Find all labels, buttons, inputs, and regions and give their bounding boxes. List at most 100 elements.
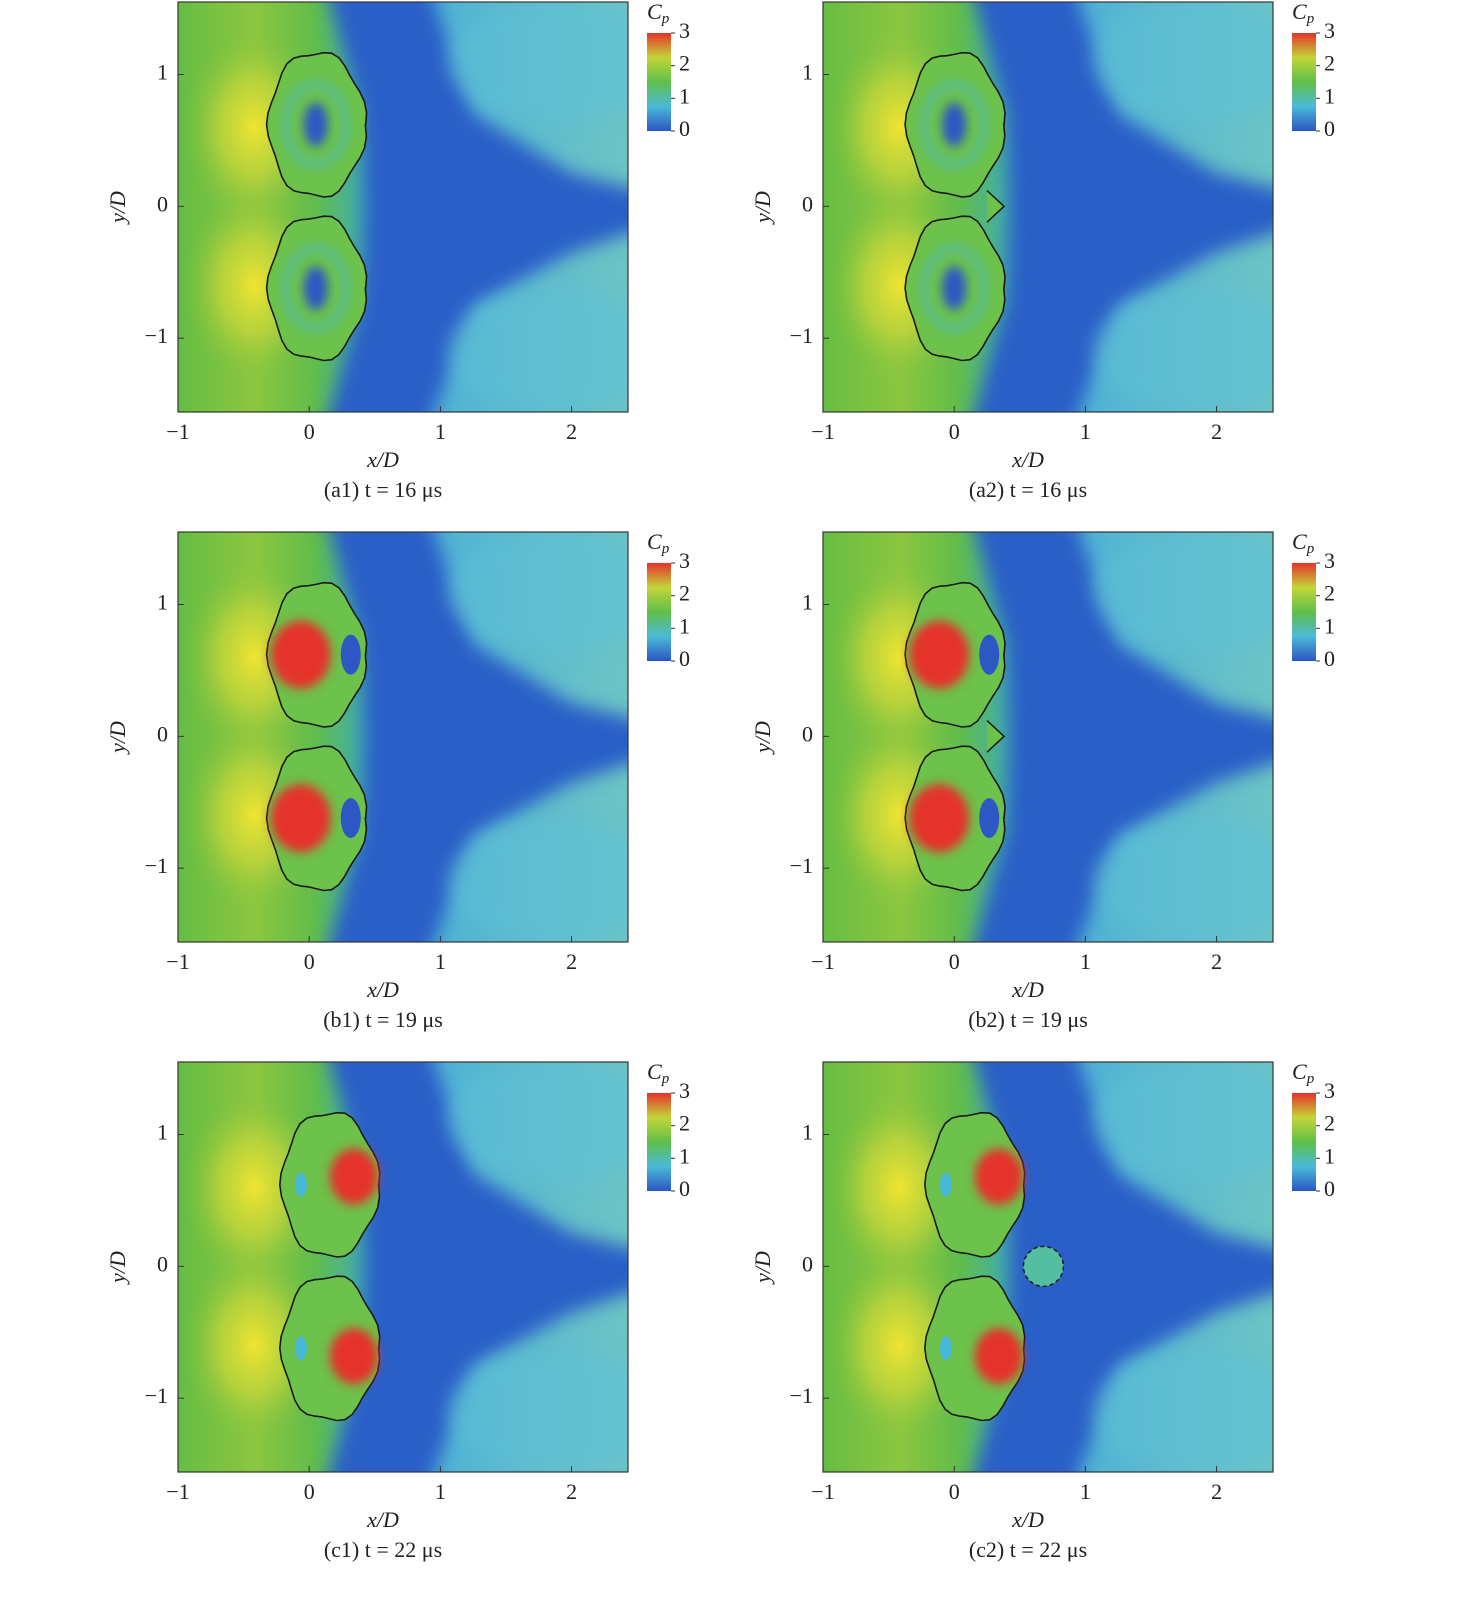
colorbar-tick-label: 1 xyxy=(1324,613,1335,638)
colorbar-label-subscript: p xyxy=(1306,11,1315,27)
colorbar xyxy=(647,1093,671,1191)
low-pressure-core xyxy=(303,102,328,147)
field xyxy=(178,1062,628,1472)
colorbar-tick-label: 2 xyxy=(1324,581,1335,606)
y-tick-label: 0 xyxy=(157,191,168,216)
colorbar-tick-label: 2 xyxy=(679,51,690,76)
high-pressure-core xyxy=(270,620,331,689)
x-tick-label: 2 xyxy=(566,1479,577,1504)
wake-light xyxy=(448,821,628,942)
colorbar-tick-label: 0 xyxy=(679,646,690,671)
x-tick-label: 2 xyxy=(1211,949,1222,974)
high-pressure-core xyxy=(974,1148,1023,1205)
y-tick-label: 1 xyxy=(802,590,813,615)
caption: (a1) t = 16 μs xyxy=(324,477,442,502)
low-pressure-core xyxy=(294,1336,307,1361)
field xyxy=(823,532,1273,942)
colorbar-tick-label: 1 xyxy=(679,613,690,638)
low-pressure-core xyxy=(942,266,967,311)
colorbar-tick-label: 1 xyxy=(679,83,690,108)
colorbar-label-subscript: p xyxy=(1306,1071,1315,1087)
colorbar-tick-label: 0 xyxy=(1324,646,1335,671)
colorbar-tick-label: 0 xyxy=(679,1176,690,1201)
high-pressure-core xyxy=(909,784,970,853)
colorbar-tick-label: 3 xyxy=(679,1078,690,1103)
y-axis-label: y/D xyxy=(105,191,130,225)
x-tick-label: −1 xyxy=(811,949,834,974)
x-tick-label: 1 xyxy=(435,949,446,974)
field xyxy=(178,2,628,412)
y-tick-label: −1 xyxy=(145,853,168,878)
high-pressure-core xyxy=(974,1328,1023,1385)
plot-frame xyxy=(177,1,629,413)
colorbar-label: Cp xyxy=(647,529,670,557)
high-pressure-core xyxy=(909,620,970,689)
wake-region xyxy=(975,1062,1273,1472)
x-tick-label: 0 xyxy=(949,419,960,444)
x-tick-label: −1 xyxy=(166,419,189,444)
low-pressure-core xyxy=(939,1172,952,1197)
y-tick-label: −1 xyxy=(790,323,813,348)
low-pressure-core xyxy=(939,1336,952,1361)
plot-frame xyxy=(177,531,629,943)
x-tick-label: 1 xyxy=(1080,949,1091,974)
ring xyxy=(281,80,350,169)
wake-light xyxy=(1093,821,1273,942)
y-tick-label: 1 xyxy=(802,1120,813,1145)
colorbar-label-symbol: C xyxy=(647,529,662,554)
colorbar-tick-label: 2 xyxy=(1324,1111,1335,1136)
y-axis-label: y/D xyxy=(105,721,130,755)
colorbar-tick-label: 1 xyxy=(1324,83,1335,108)
colorbar-label-symbol: C xyxy=(1292,0,1307,24)
x-tick-label: 0 xyxy=(949,1479,960,1504)
low-pressure-core xyxy=(340,798,361,839)
colorbar-label-symbol: C xyxy=(1292,529,1307,554)
colorbar-tick-label: 0 xyxy=(1324,116,1335,141)
colorbar-label-symbol: C xyxy=(647,1059,662,1084)
colorbar-tick-label: 1 xyxy=(679,1143,690,1168)
x-tick-label: 0 xyxy=(949,949,960,974)
wake-light xyxy=(448,532,628,652)
wake-light xyxy=(448,291,628,412)
x-tick-label: 1 xyxy=(1080,419,1091,444)
y-tick-label: 0 xyxy=(157,721,168,746)
y-axis-label: y/D xyxy=(750,721,775,755)
y-tick-label: 1 xyxy=(157,590,168,615)
wake-light xyxy=(1093,1351,1273,1472)
low-pressure-core xyxy=(294,1172,307,1197)
bridge xyxy=(986,189,1006,223)
droplet xyxy=(923,1275,1026,1422)
colorbar-label: Cp xyxy=(647,1059,670,1087)
x-tick-label: 0 xyxy=(304,949,315,974)
x-tick-label: 2 xyxy=(566,949,577,974)
stagnation-glow xyxy=(829,1250,970,1441)
y-tick-label: −1 xyxy=(145,323,168,348)
wake-region xyxy=(975,532,1273,942)
colorbar-label-subscript: p xyxy=(661,11,670,27)
x-tick-label: −1 xyxy=(166,1479,189,1504)
x-tick-label: 2 xyxy=(1211,1479,1222,1504)
x-tick-label: 0 xyxy=(304,1479,315,1504)
field xyxy=(823,2,1273,412)
x-tick-label: 2 xyxy=(1211,419,1222,444)
y-tick-label: 0 xyxy=(802,191,813,216)
stagnation-glow xyxy=(829,1092,970,1283)
y-axis-label: y/D xyxy=(750,1251,775,1285)
x-tick-label: 2 xyxy=(566,419,577,444)
colorbar-tick-label: 2 xyxy=(679,1111,690,1136)
wake-region xyxy=(330,532,628,942)
x-axis-label: x/D xyxy=(366,447,399,472)
bridge xyxy=(986,719,1006,753)
colorbar xyxy=(647,33,671,131)
colorbar-tick-label: 3 xyxy=(1324,18,1335,43)
plot-frame xyxy=(822,1061,1274,1473)
droplet xyxy=(278,1275,381,1422)
colorbar-tick-label: 2 xyxy=(1324,51,1335,76)
stagnation-glow xyxy=(184,1092,325,1283)
wake-region xyxy=(975,2,1273,412)
